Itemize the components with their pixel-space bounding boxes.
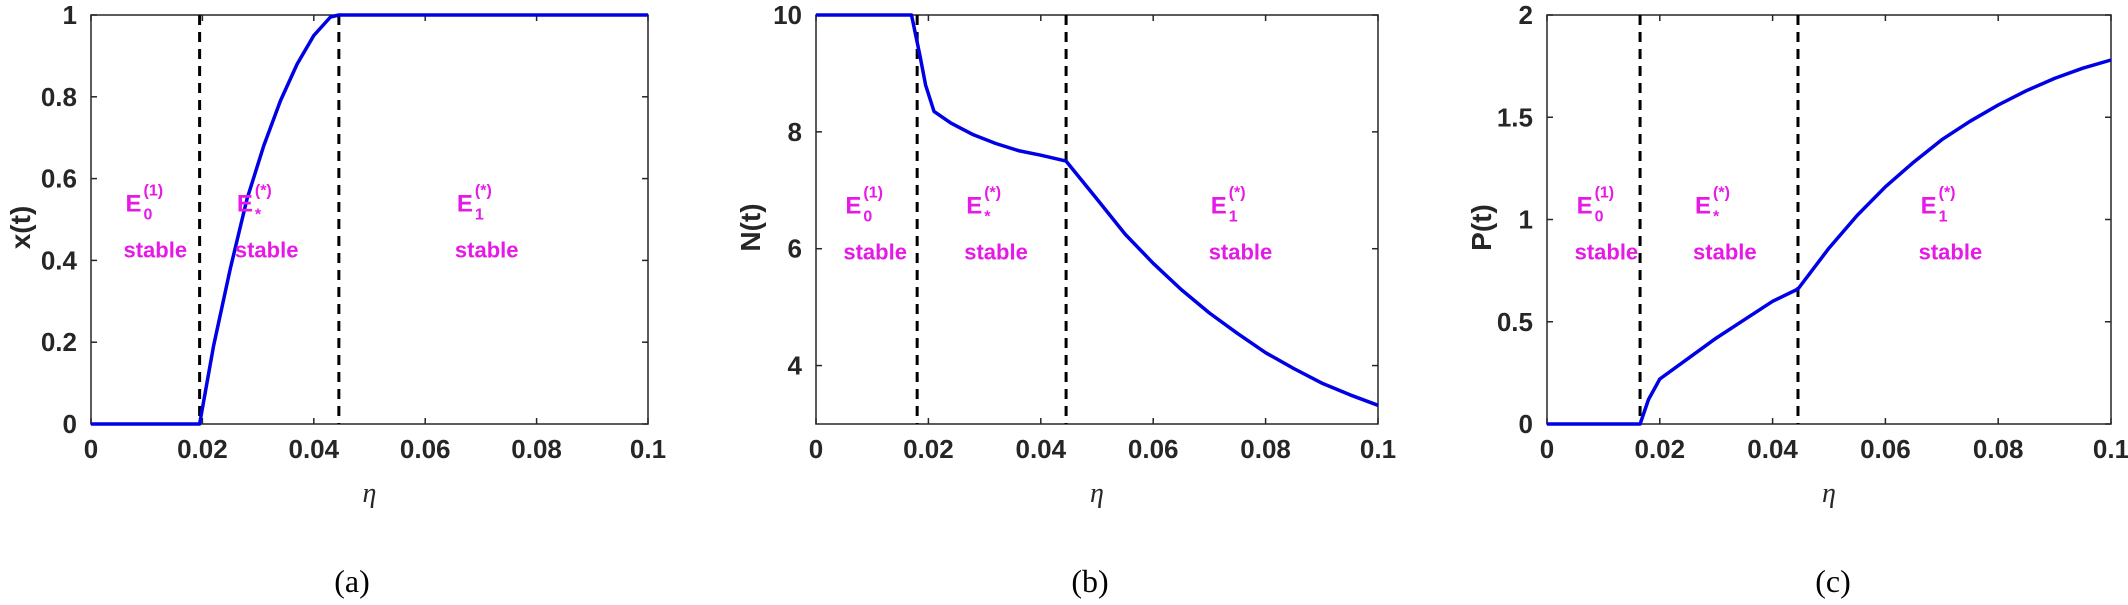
x-tick-label: 0: [1540, 434, 1554, 464]
region-stability-label: stable: [1919, 239, 1983, 264]
x-tick-label: 0.08: [511, 434, 562, 464]
region-equilibrium-subscript: 1: [1229, 209, 1238, 226]
region-stability-label: stable: [1575, 239, 1639, 264]
y-axis-label: x(t): [5, 206, 36, 250]
plot-area-frame: [815, 14, 1379, 425]
x-tick-label: 0.08: [1973, 434, 2024, 464]
x-axis-label: η: [363, 478, 377, 509]
region-equilibrium-symbol: E: [1211, 193, 1227, 220]
chart-panel-a: 0 0.02 0.04 0.06 0.08 0.1 0 0.2 0.4 0.6 0.8 1 η x(t) E…: [5, 0, 666, 599]
x-tick-label: 0.04: [1747, 434, 1798, 464]
region-annotation: E (*) 1 stable: [1209, 185, 1273, 265]
panel-caption: (b): [1071, 563, 1108, 599]
x-tick-label: 0.02: [1634, 434, 1685, 464]
y-tick-label: 1.5: [1497, 102, 1533, 132]
region-annotation: E (*) * stable: [235, 182, 299, 262]
x-tick-label: 0.06: [1860, 434, 1911, 464]
region-equilibrium-subscript: 0: [1595, 208, 1604, 225]
x-tick-label: 0.1: [630, 434, 666, 464]
region-stability-label: stable: [843, 240, 907, 265]
y-tick-label: 10: [773, 0, 802, 30]
y-axis-label: P(t): [1466, 204, 1497, 251]
region-equilibrium-symbol: E: [457, 190, 473, 217]
plot-area-frame: [90, 14, 649, 425]
region-annotation: E (1) 0 stable: [1575, 184, 1639, 264]
y-tick-label: 8: [788, 117, 802, 147]
region-equilibrium-subscript: *: [1713, 208, 1720, 225]
region-equilibrium-symbol: E: [966, 193, 982, 220]
panel-caption: (a): [334, 563, 370, 599]
region-annotation: E (*) * stable: [964, 185, 1028, 265]
x-tick-label: 0.06: [400, 434, 451, 464]
region-equilibrium-superscript: (*): [255, 182, 272, 199]
y-tick-label: 0: [63, 409, 77, 439]
region-equilibrium-symbol: E: [237, 190, 253, 217]
region-stability-label: stable: [123, 237, 187, 262]
plot-area-frame: [1546, 14, 2112, 425]
region-equilibrium-symbol: E: [1577, 192, 1593, 219]
y-tick-label: 0.4: [41, 245, 78, 275]
region-equilibrium-superscript: (*): [1939, 184, 1956, 201]
x-axis-label: η: [1090, 478, 1104, 509]
region-equilibrium-subscript: *: [984, 209, 991, 226]
y-tick-label: 0.5: [1497, 307, 1533, 337]
region-equilibrium-subscript: *: [255, 206, 262, 223]
region-equilibrium-superscript: (*): [1713, 184, 1730, 201]
x-tick-label: 0.1: [2093, 434, 2128, 464]
region-equilibrium-subscript: 0: [863, 209, 872, 226]
region-annotation: E (*) * stable: [1693, 184, 1757, 264]
region-equilibrium-superscript: (1): [863, 185, 883, 202]
region-equilibrium-symbol: E: [125, 190, 141, 217]
y-tick-label: 6: [788, 234, 802, 264]
y-tick-label: 0.8: [41, 82, 77, 112]
series-line: [1547, 58, 2112, 426]
y-axis-label: N(t): [735, 203, 766, 251]
y-tick-label: 0: [1519, 409, 1533, 439]
region-stability-label: stable: [235, 237, 299, 262]
region-equilibrium-symbol: E: [1921, 192, 1937, 219]
x-tick-label: 0.06: [1128, 434, 1179, 464]
series-line: [91, 13, 648, 426]
region-equilibrium-subscript: 1: [475, 206, 484, 223]
region-equilibrium-superscript: (*): [475, 182, 492, 199]
y-tick-label: 4: [788, 351, 803, 381]
region-stability-label: stable: [455, 237, 519, 262]
y-tick-label: 2: [1519, 0, 1533, 30]
x-tick-label: 0.1: [1360, 434, 1396, 464]
region-annotation: E (*) 1 stable: [1919, 184, 1983, 264]
region-equilibrium-superscript: (1): [1595, 184, 1615, 201]
x-axis-label: η: [1822, 478, 1836, 509]
region-stability-label: stable: [1209, 240, 1273, 265]
x-tick-label: 0: [809, 434, 823, 464]
region-equilibrium-subscript: 1: [1939, 208, 1948, 225]
x-tick-label: 0.04: [288, 434, 339, 464]
region-equilibrium-superscript: (*): [1229, 185, 1246, 202]
x-tick-label: 0.04: [1015, 434, 1066, 464]
y-tick-label: 0.2: [41, 327, 77, 357]
region-annotation: E (1) 0 stable: [843, 185, 907, 265]
region-stability-label: stable: [964, 240, 1028, 265]
x-tick-label: 0.02: [903, 434, 954, 464]
x-tick-label: 0.02: [177, 434, 228, 464]
x-tick-label: 0.08: [1240, 434, 1291, 464]
region-equilibrium-symbol: E: [845, 193, 861, 220]
region-equilibrium-superscript: (*): [984, 185, 1001, 202]
y-tick-label: 1: [63, 0, 77, 30]
series-line: [816, 13, 1379, 407]
panel-caption: (c): [1815, 563, 1851, 599]
region-equilibrium-subscript: 0: [143, 206, 152, 223]
region-equilibrium-symbol: E: [1695, 192, 1711, 219]
region-equilibrium-superscript: (1): [143, 182, 163, 199]
y-tick-label: 1: [1519, 205, 1533, 235]
x-tick-label: 0: [84, 434, 98, 464]
region-annotation: E (*) 1 stable: [455, 182, 519, 262]
region-annotation: E (1) 0 stable: [123, 182, 187, 262]
region-stability-label: stable: [1693, 239, 1757, 264]
y-tick-label: 0.6: [41, 164, 77, 194]
